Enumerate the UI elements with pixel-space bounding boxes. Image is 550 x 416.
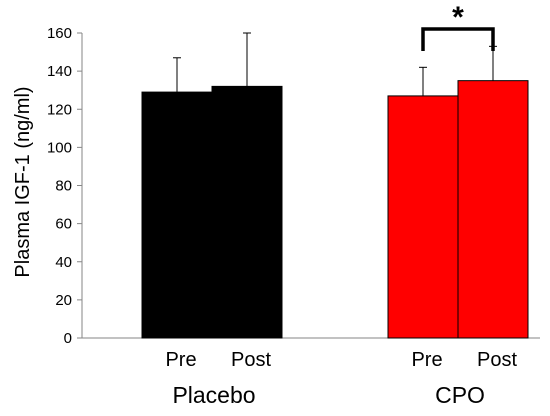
y-tick-label: 0 [64,330,72,347]
y-tick-label: 100 [47,139,72,156]
significance-bracket [421,27,495,51]
bars [141,27,529,339]
category-label: Pre [411,349,442,371]
labels: 0 20 40 60 80 100 120 140 160 Pre Post Placebo Pre Po… [47,1,517,408]
bar [457,80,529,339]
y-tick-label: 60 [55,216,72,233]
bar [141,91,213,339]
y-axis-label: Plasma IGF-1 (ng/ml) [12,86,34,277]
y-tick-label: 20 [55,292,72,309]
group-label: CPO [435,382,485,408]
category-label: Pre [165,349,196,371]
y-tick-label: 140 [47,63,72,80]
y-tick-label: 40 [55,254,72,271]
category-label: Post [231,349,271,371]
y-tick-label: 120 [47,101,72,118]
category-label: Post [477,349,517,371]
y-tick-label: 160 [47,25,72,42]
significance-marker: * [452,1,464,34]
bar [211,85,283,339]
y-tick-label: 80 [55,178,72,195]
group-label: Placebo [172,382,255,408]
bar [387,95,459,339]
